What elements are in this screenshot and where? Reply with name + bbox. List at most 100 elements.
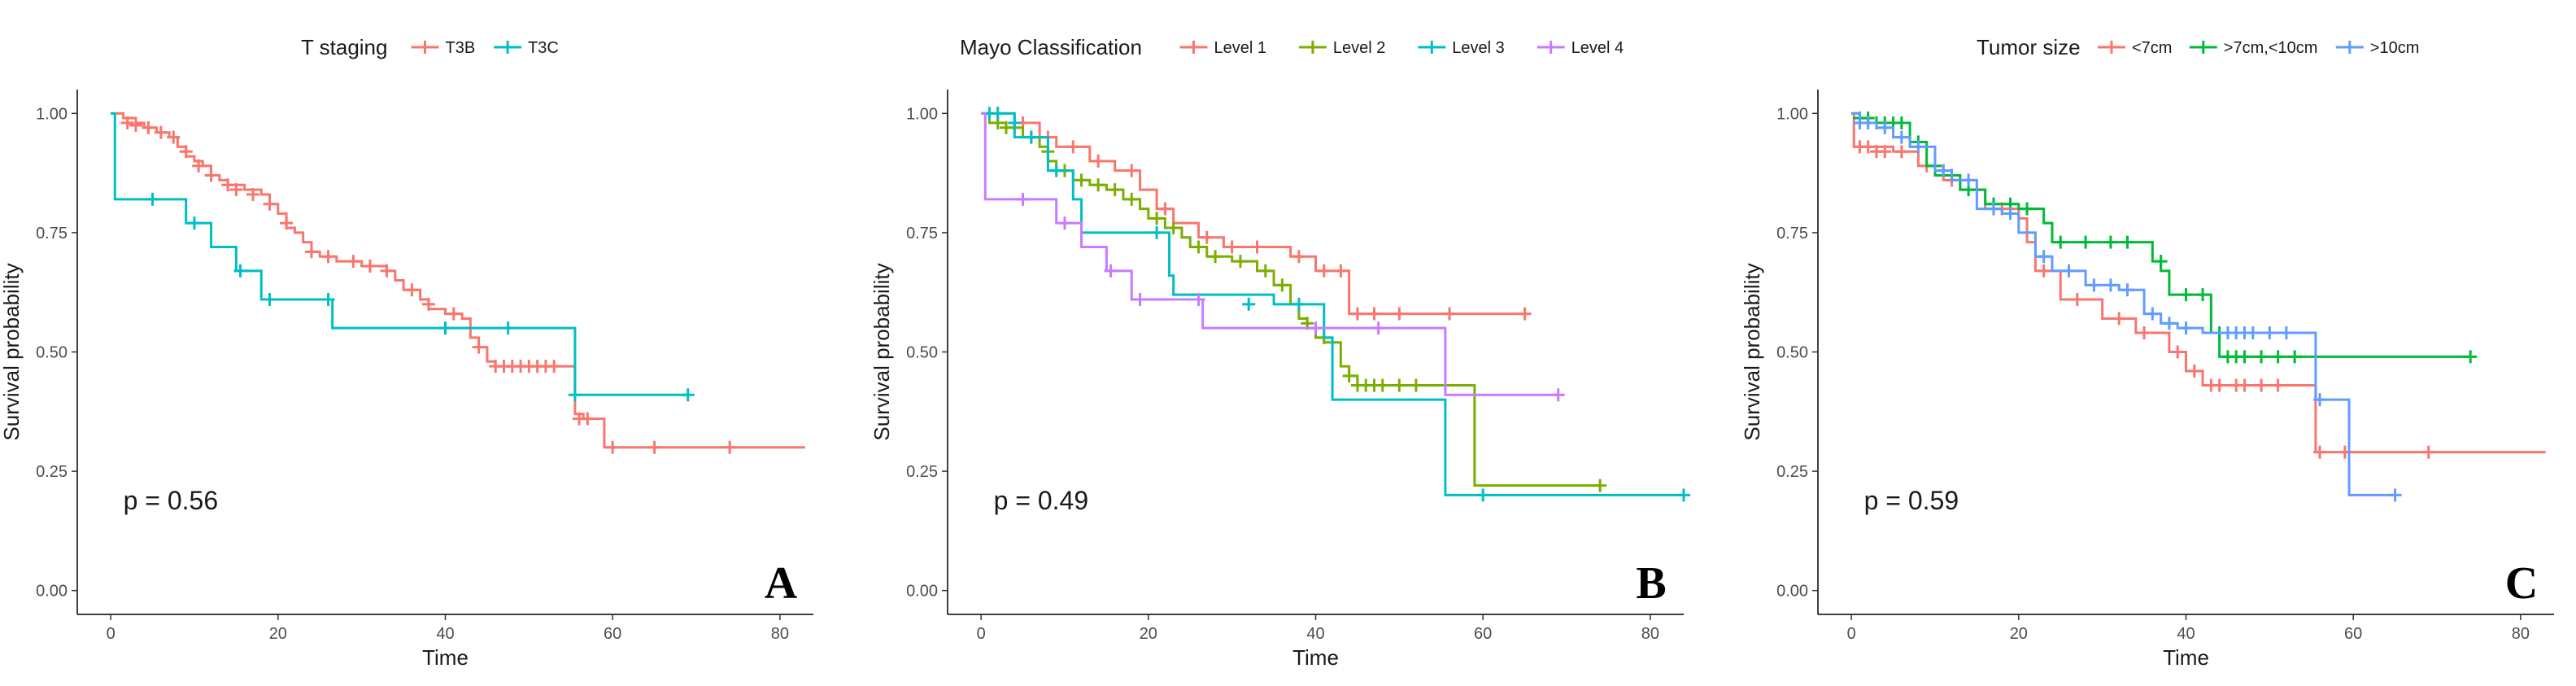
censor-mark xyxy=(647,440,661,454)
x-axis-title: Time xyxy=(422,645,469,670)
legend: Tumor size <7cm >7cm,<10cm >10cm xyxy=(1977,35,2419,59)
censor-mark xyxy=(1409,378,1423,392)
x-tick-label: 0 xyxy=(977,625,986,643)
censor-mark xyxy=(233,264,247,277)
censor-mark xyxy=(2246,326,2260,340)
x-tick-label: 0 xyxy=(1847,625,1856,643)
legend-item: >10cm xyxy=(2335,39,2419,57)
legend-label: Level 1 xyxy=(1214,39,1267,57)
censor-mark xyxy=(2255,350,2269,364)
x-tick-label: 60 xyxy=(2344,625,2362,643)
y-tick-label: 0.25 xyxy=(906,463,938,481)
censor-mark xyxy=(1878,120,1892,134)
censor-mark xyxy=(1242,297,1256,311)
censor-mark xyxy=(2121,283,2134,297)
legend-item: Level 1 xyxy=(1179,39,1267,57)
censor-mark xyxy=(263,197,277,211)
censor-mark xyxy=(2313,445,2327,459)
censor-mark xyxy=(187,216,201,230)
censor-mark xyxy=(1292,250,1305,264)
censor-mark xyxy=(2255,378,2269,392)
censor-mark xyxy=(1016,192,1030,206)
km-curve xyxy=(1851,111,2471,358)
censor-mark xyxy=(1937,164,1951,177)
censor-mark xyxy=(1258,264,1272,277)
censor-mark xyxy=(304,245,318,259)
y-axis-title: Survival probability xyxy=(870,263,894,440)
legend-label: T3B xyxy=(446,39,476,57)
censor-mark xyxy=(1024,130,1038,144)
censor-mark xyxy=(2179,321,2193,335)
censor-mark xyxy=(581,412,595,426)
censor-mark xyxy=(1008,116,1022,130)
censor-mark xyxy=(2171,345,2185,359)
censor-mark xyxy=(1166,221,1180,235)
censor-mark xyxy=(1334,264,1348,277)
censor-mark xyxy=(1367,307,1381,321)
x-axis-title: Time xyxy=(2163,645,2209,670)
series-Level 3 xyxy=(981,107,1690,502)
censor-mark xyxy=(246,188,259,201)
km-curve xyxy=(981,111,1684,496)
censor-mark xyxy=(2196,288,2210,302)
censor-mark xyxy=(421,297,435,311)
km-curve xyxy=(111,111,688,396)
censor-mark xyxy=(129,118,142,132)
censor-mark xyxy=(1911,140,1925,154)
censor-mark xyxy=(2212,378,2226,392)
censor-mark xyxy=(142,120,155,134)
censor-mark xyxy=(1350,307,1364,321)
legend-title: Mayo Classification xyxy=(960,35,1142,59)
legend-label: Level 4 xyxy=(1571,39,1624,57)
x-tick-label: 20 xyxy=(1140,625,1157,643)
legend-item: <7cm xyxy=(2098,39,2172,57)
legend-item: T3B xyxy=(411,39,476,57)
censor-mark xyxy=(1057,216,1071,230)
censor-mark xyxy=(2087,278,2101,292)
x-tick-label: 0 xyxy=(107,625,116,643)
censor-mark xyxy=(380,264,394,277)
censor-mark xyxy=(2103,235,2117,249)
censor-mark xyxy=(1443,307,1457,321)
censor-mark xyxy=(2271,378,2285,392)
censor-mark xyxy=(438,321,452,335)
p-value: p = 0.56 xyxy=(124,486,219,515)
censor-mark xyxy=(1861,116,1875,130)
censor-mark xyxy=(1986,202,2000,216)
censor-mark xyxy=(1092,178,1105,192)
y-tick-label: 0.50 xyxy=(1776,344,1808,362)
censor-mark xyxy=(1150,225,1164,239)
legend-label: >7cm,<10cm xyxy=(2224,39,2318,57)
legend: T staging T3B T3C xyxy=(301,35,559,59)
censor-mark xyxy=(1593,478,1607,492)
censor-mark xyxy=(1200,230,1214,244)
censor-mark xyxy=(405,283,419,297)
series->10cm xyxy=(1851,111,2402,502)
censor-mark xyxy=(606,440,620,454)
censor-mark xyxy=(2003,207,2017,221)
series-Level 4 xyxy=(981,111,1565,402)
censor-mark xyxy=(2062,264,2076,277)
censor-mark xyxy=(2288,350,2302,364)
censor-mark xyxy=(1894,130,1908,144)
censor-mark xyxy=(2279,326,2293,340)
censor-mark xyxy=(146,192,159,206)
panel-letter: C xyxy=(2505,558,2538,609)
censor-mark xyxy=(2388,488,2402,502)
censor-mark xyxy=(154,125,168,139)
censor-mark xyxy=(2037,250,2051,264)
censor-mark xyxy=(2271,350,2285,364)
y-tick-label: 1.00 xyxy=(1776,105,1808,123)
censor-mark xyxy=(1551,388,1565,402)
censor-mark xyxy=(1861,140,1875,154)
series-Level 1 xyxy=(981,107,1532,321)
censor-mark xyxy=(1275,278,1289,292)
y-tick-label: 0.00 xyxy=(906,583,938,601)
censor-mark xyxy=(1393,378,1406,392)
series-T3C xyxy=(111,111,695,402)
censor-mark xyxy=(501,321,515,335)
censor-mark xyxy=(1066,140,1080,154)
legend: Mayo Classification Level 1 Level 2 Level 3… xyxy=(960,35,1624,59)
legend-item: >7cm,<10cm xyxy=(2189,39,2318,57)
